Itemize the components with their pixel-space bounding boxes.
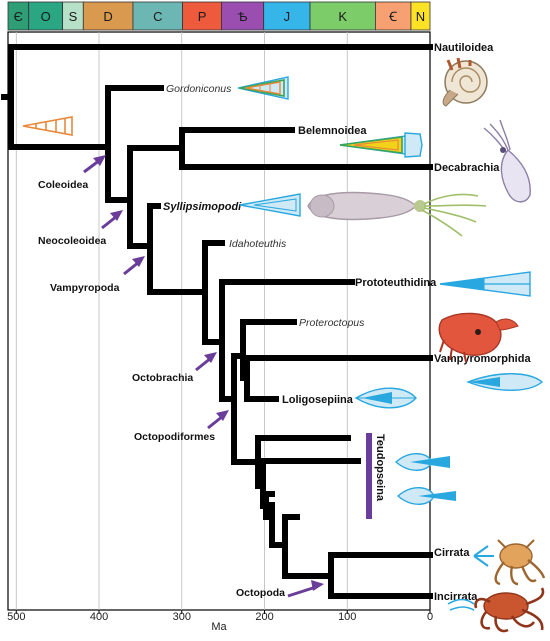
gladius-icon-prototeuthidina xyxy=(439,271,531,297)
tip-label-gordoniconus: Gordoniconus xyxy=(166,83,232,95)
tip-label-loligosepiina: Loligosepiina xyxy=(282,394,354,406)
period-label-3: D xyxy=(103,9,112,24)
squid-icon xyxy=(483,119,531,203)
tip-label-idahoteuthis: Idahoteuthis xyxy=(229,238,287,250)
gladius-icon-teudopseina-1 xyxy=(394,453,450,471)
node-arrows xyxy=(83,155,324,598)
arrow-octopodiformes-head xyxy=(216,410,229,421)
tree-branches xyxy=(1,44,433,599)
period-block-7 xyxy=(263,1,311,31)
incirrate-octopus-icon xyxy=(474,587,545,633)
gladius-icon-vampyromorphida xyxy=(466,373,544,391)
tip-label-prototeuthidina: Prototeuthidina xyxy=(355,277,437,289)
tick-label-300: 300 xyxy=(173,611,191,623)
gladius-icon-loligosepiina xyxy=(354,387,417,409)
period-label-1: O xyxy=(41,9,51,24)
period-block-8 xyxy=(309,1,376,31)
tip-label-teudopseina: Teudopseina xyxy=(374,434,386,502)
arrow-neocoleoidea-head xyxy=(110,210,123,221)
tick-label-0: 0 xyxy=(427,611,433,623)
teudopseina-bracket xyxy=(366,433,372,519)
tick-label-100: 100 xyxy=(338,611,356,623)
tip-label-decabrachia: Decabrachia xyxy=(434,162,500,174)
arrow-vampyropoda-head xyxy=(132,256,145,267)
tip-label-syllipsimopodi: Syllipsimopodi xyxy=(163,201,242,213)
period-label-5: P xyxy=(198,9,207,24)
tip-label-nautiloidea: Nautiloidea xyxy=(434,42,494,54)
gladius-icon-syllipsimopodi xyxy=(239,193,301,217)
belemnite-icon xyxy=(339,132,423,158)
period-block-10 xyxy=(410,1,431,31)
arrow-octopoda-head xyxy=(311,580,324,591)
tip-label-vampyromorphida: Vampyromorphida xyxy=(434,353,531,365)
nautilus-icon xyxy=(442,57,488,107)
cone-icon-gordoniconus xyxy=(237,76,289,100)
node-label-octopodiformes: Octopodiformes xyxy=(134,431,215,443)
cirrate-octopus-icon xyxy=(494,539,546,586)
period-block-1 xyxy=(28,1,64,31)
syllipsimopodi-icon xyxy=(307,191,487,237)
node-label-coleoidea: Coleoidea xyxy=(38,179,88,191)
period-label-7: J xyxy=(284,9,291,24)
period-label-0: Є xyxy=(14,9,23,24)
period-label-8: K xyxy=(338,9,347,24)
node-label-octobrachia: Octobrachia xyxy=(132,372,193,384)
period-block-6 xyxy=(221,1,265,31)
x-axis: 500 400 300 200 100 0 xyxy=(7,610,433,623)
tip-label-cirrata: Cirrata xyxy=(434,547,470,559)
arrow-octopoda xyxy=(287,585,317,598)
period-label-2: S xyxy=(69,9,78,24)
period-label-6: Ѣ xyxy=(238,9,248,24)
cone-icon-root xyxy=(22,116,73,136)
node-label-vampyropoda: Vampyropoda xyxy=(50,282,120,294)
tick-label-200: 200 xyxy=(255,611,273,623)
axis-title: Ma xyxy=(211,621,227,633)
node-label-neocoleoidea: Neocoleoidea xyxy=(38,235,106,247)
period-label-4: C xyxy=(153,9,162,24)
arrow-octobrachia-head xyxy=(204,352,217,363)
period-block-9 xyxy=(374,1,412,31)
tip-label-belemnoidea: Belemnoidea xyxy=(298,125,367,137)
node-label-octopoda: Octopoda xyxy=(236,587,285,599)
vampyroteuthis-icon xyxy=(438,312,519,363)
tick-label-400: 400 xyxy=(90,611,108,623)
period-block-5 xyxy=(182,1,222,31)
period-label-9: Ꞓ xyxy=(388,9,397,24)
period-label-10: N xyxy=(416,9,425,24)
arrow-coleoidea-head xyxy=(93,155,106,166)
gladius-icon-cirrata xyxy=(473,545,494,567)
plot-frame xyxy=(7,31,431,611)
gladius-icon-teudopseina-2 xyxy=(396,487,456,505)
tick-label-500: 500 xyxy=(7,611,25,623)
tip-label-proteroctopus: Proteroctopus xyxy=(299,317,365,329)
gladius-icon-incirrata xyxy=(447,598,475,611)
